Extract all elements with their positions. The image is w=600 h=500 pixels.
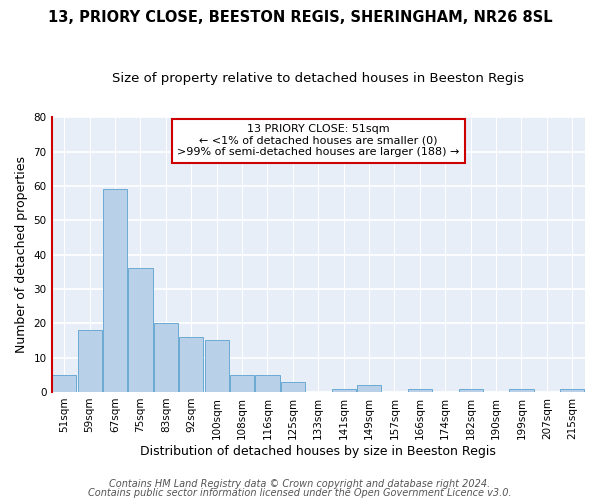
- Text: Contains public sector information licensed under the Open Government Licence v3: Contains public sector information licen…: [88, 488, 512, 498]
- Bar: [560, 388, 584, 392]
- Bar: [509, 388, 533, 392]
- Bar: [103, 190, 127, 392]
- Y-axis label: Number of detached properties: Number of detached properties: [15, 156, 28, 353]
- X-axis label: Distribution of detached houses by size in Beeston Regis: Distribution of detached houses by size …: [140, 444, 496, 458]
- Bar: [128, 268, 152, 392]
- Bar: [77, 330, 102, 392]
- Bar: [205, 340, 229, 392]
- Bar: [458, 388, 483, 392]
- Bar: [332, 388, 356, 392]
- Bar: [281, 382, 305, 392]
- Bar: [357, 385, 381, 392]
- Bar: [256, 375, 280, 392]
- Text: Contains HM Land Registry data © Crown copyright and database right 2024.: Contains HM Land Registry data © Crown c…: [109, 479, 491, 489]
- Text: 13, PRIORY CLOSE, BEESTON REGIS, SHERINGHAM, NR26 8SL: 13, PRIORY CLOSE, BEESTON REGIS, SHERING…: [47, 10, 553, 25]
- Text: 13 PRIORY CLOSE: 51sqm
← <1% of detached houses are smaller (0)
>99% of semi-det: 13 PRIORY CLOSE: 51sqm ← <1% of detached…: [177, 124, 460, 158]
- Bar: [179, 337, 203, 392]
- Bar: [52, 375, 76, 392]
- Bar: [408, 388, 432, 392]
- Bar: [230, 375, 254, 392]
- Bar: [154, 324, 178, 392]
- Title: Size of property relative to detached houses in Beeston Regis: Size of property relative to detached ho…: [112, 72, 524, 86]
